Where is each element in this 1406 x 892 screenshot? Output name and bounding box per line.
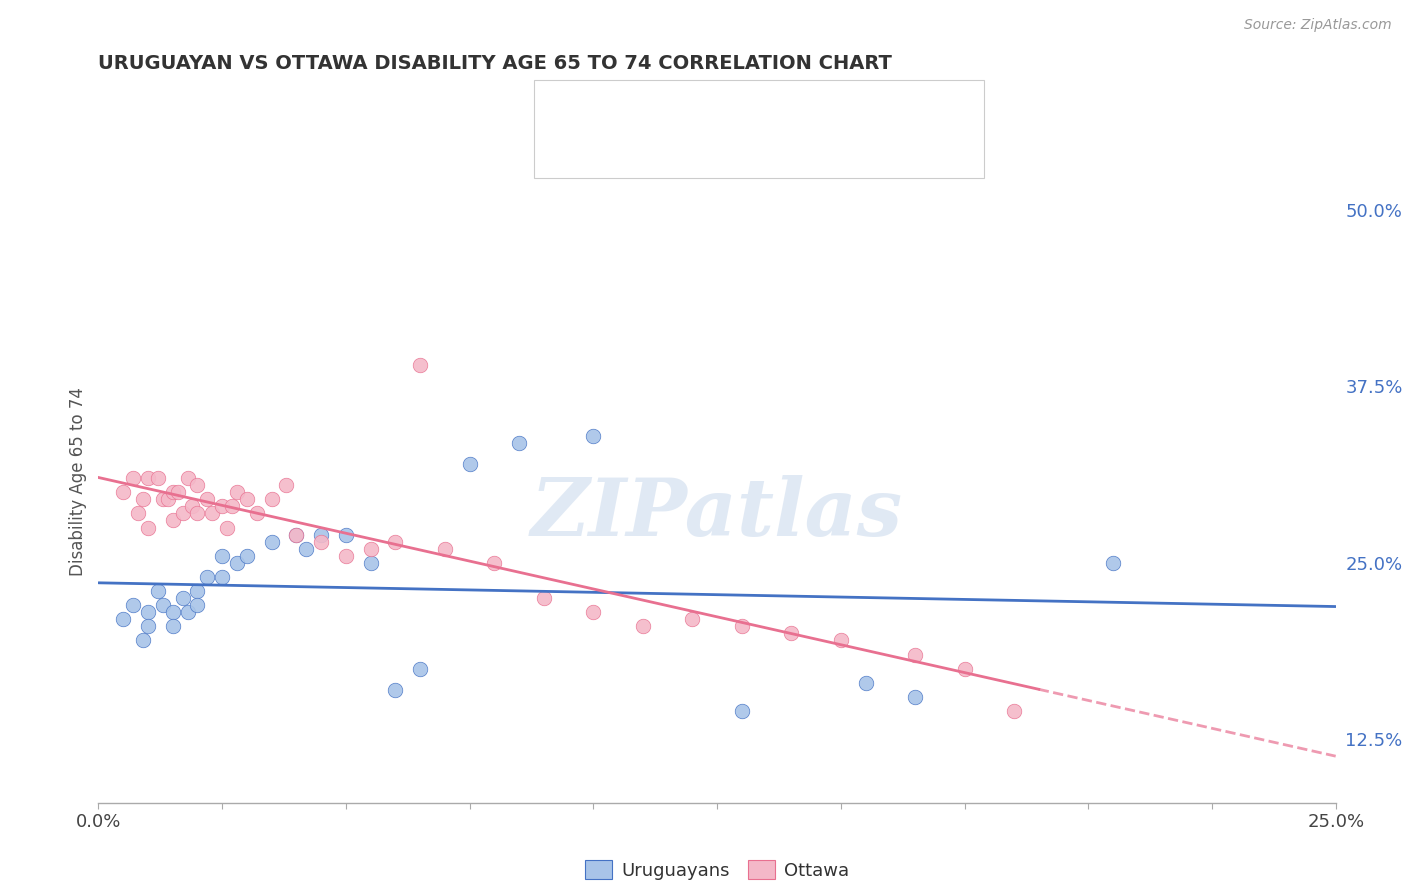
Point [176, 471, 198, 485]
Point [162, 514, 184, 528]
Point [146, 584, 169, 599]
Point [221, 500, 243, 514]
Point [731, 619, 754, 633]
Text: Source: ZipAtlas.com: Source: ZipAtlas.com [1244, 18, 1392, 32]
Point [162, 485, 184, 500]
Point [195, 570, 218, 584]
Point [1002, 704, 1025, 718]
Point [360, 556, 382, 570]
FancyBboxPatch shape [548, 90, 593, 121]
Point [681, 612, 703, 626]
Text: 28: 28 [849, 97, 875, 115]
Point [201, 507, 224, 521]
Point [508, 435, 530, 450]
Point [152, 492, 174, 507]
Point [211, 549, 233, 563]
Point [122, 471, 145, 485]
Point [211, 570, 233, 584]
Point [246, 507, 269, 521]
Point [172, 507, 194, 521]
Text: URUGUAYAN VS OTTAWA DISABILITY AGE 65 TO 74 CORRELATION CHART: URUGUAYAN VS OTTAWA DISABILITY AGE 65 TO… [98, 54, 893, 72]
Point [172, 591, 194, 606]
Point [904, 648, 927, 662]
Point [582, 429, 605, 443]
Point [136, 471, 159, 485]
Text: ZIPatlas: ZIPatlas [531, 475, 903, 552]
Text: 45: 45 [849, 144, 875, 161]
Point [780, 626, 803, 640]
Point [226, 485, 249, 500]
Point [433, 541, 456, 556]
Y-axis label: Disability Age 65 to 74: Disability Age 65 to 74 [69, 387, 87, 576]
Point [458, 457, 481, 471]
Point [582, 605, 605, 619]
Point [162, 605, 184, 619]
Point [236, 492, 259, 507]
Point [152, 598, 174, 612]
Point [309, 534, 332, 549]
Point [217, 520, 239, 534]
Point [1102, 556, 1125, 570]
Point [533, 591, 555, 606]
Point [132, 633, 155, 648]
Point [830, 633, 852, 648]
Text: -0.247: -0.247 [669, 144, 734, 161]
Point [136, 619, 159, 633]
Point [384, 682, 406, 697]
Point [122, 598, 145, 612]
Point [360, 541, 382, 556]
Point [260, 534, 283, 549]
Point [335, 549, 357, 563]
Point [236, 549, 259, 563]
Point [156, 492, 179, 507]
Point [162, 619, 184, 633]
Point [186, 598, 208, 612]
Point [186, 507, 208, 521]
Point [409, 662, 432, 676]
Point [731, 704, 754, 718]
Point [136, 605, 159, 619]
Point [226, 556, 249, 570]
Point [631, 619, 654, 633]
Point [285, 527, 308, 541]
Point [260, 492, 283, 507]
Point [186, 584, 208, 599]
Point [309, 527, 332, 541]
Text: 0.326: 0.326 [669, 97, 725, 115]
Text: N =: N = [790, 144, 831, 161]
Point [127, 507, 149, 521]
Point [112, 485, 135, 500]
Point [295, 541, 318, 556]
Point [904, 690, 927, 704]
Text: R =: R = [610, 144, 650, 161]
Point [953, 662, 976, 676]
Point [181, 500, 204, 514]
Point [335, 527, 357, 541]
Text: R =: R = [610, 97, 650, 115]
Point [384, 534, 406, 549]
Point [409, 358, 432, 372]
Point [136, 520, 159, 534]
Point [112, 612, 135, 626]
Point [176, 605, 198, 619]
Point [276, 478, 298, 492]
Point [285, 527, 308, 541]
FancyBboxPatch shape [534, 80, 984, 178]
Legend: Uruguayans, Ottawa: Uruguayans, Ottawa [578, 853, 856, 887]
Point [484, 556, 506, 570]
Point [186, 478, 208, 492]
Point [146, 471, 169, 485]
Point [166, 485, 188, 500]
Point [195, 492, 218, 507]
Text: N =: N = [790, 97, 831, 115]
Point [855, 675, 877, 690]
Point [211, 500, 233, 514]
FancyBboxPatch shape [548, 137, 593, 169]
Point [132, 492, 155, 507]
